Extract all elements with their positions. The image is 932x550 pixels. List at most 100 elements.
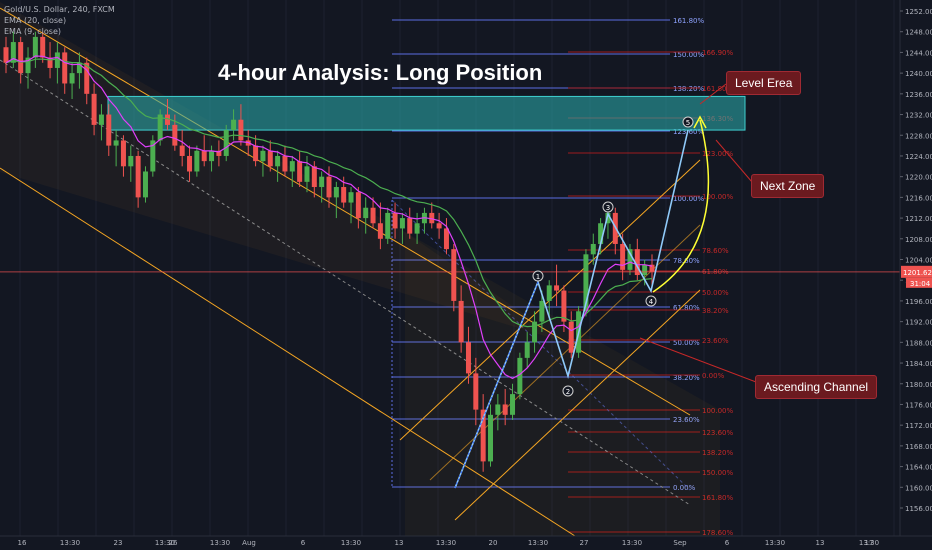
candle-body xyxy=(18,42,24,74)
candle-body xyxy=(76,62,82,74)
fib-ext-label: 178.60% xyxy=(702,529,733,537)
y-tick-label: 1208.00 xyxy=(905,236,932,244)
fib-level-label: 123.60% xyxy=(673,128,704,136)
candle-body xyxy=(561,290,567,322)
candle-body xyxy=(120,140,126,167)
candle-body xyxy=(311,166,317,188)
ema20-line xyxy=(5,58,653,328)
price-tag-label: 1201.62 xyxy=(903,269,932,277)
candle-body xyxy=(341,187,347,203)
candle-body xyxy=(480,409,486,462)
y-tick-label: 1180.00 xyxy=(905,381,932,389)
x-tick-label: 13:30 xyxy=(341,539,361,547)
y-tick-label: 1188.00 xyxy=(905,339,932,347)
fib-ext-label: 100.00% xyxy=(702,193,733,201)
chart-legend: Gold/U.S. Dollar, 240, FXCM EMA (20, clo… xyxy=(4,4,115,37)
y-tick-label: 1160.00 xyxy=(905,484,932,492)
wave-marker xyxy=(562,385,574,397)
fib-ext-label: 166.90% xyxy=(702,49,733,57)
lower-channel-fill xyxy=(405,232,720,540)
descending-channel-fill xyxy=(0,2,565,342)
candle-body xyxy=(32,36,38,58)
candle-body xyxy=(297,161,303,182)
candle-body xyxy=(407,218,413,234)
fib-level-label: 161.80% xyxy=(673,17,704,25)
candle-body xyxy=(319,176,325,188)
leader-asc-channel xyxy=(639,337,757,383)
fib-level-label: 61.80% xyxy=(673,304,700,312)
candle-body xyxy=(69,73,75,84)
wave-label: 4 xyxy=(649,298,654,306)
candle-body xyxy=(627,249,633,270)
candle-body xyxy=(634,249,640,276)
candle-body xyxy=(554,285,560,291)
countdown-label: 31:04 xyxy=(910,280,931,288)
fib-ext-label: 161.80% xyxy=(702,494,733,502)
candle-body xyxy=(348,192,354,203)
candle-body xyxy=(172,124,178,146)
candle-body xyxy=(363,207,369,219)
y-tick-label: 1240.00 xyxy=(905,70,932,78)
wave-label: 5 xyxy=(686,119,690,127)
candle-body xyxy=(179,145,185,156)
x-tick-label: Sep xyxy=(673,539,687,547)
candle-body xyxy=(539,300,545,322)
candle-body xyxy=(458,300,464,343)
fib-ext-label: 50.00% xyxy=(702,289,729,297)
candle-body xyxy=(399,218,405,229)
fib-level-label: 78.60% xyxy=(673,257,700,265)
fib-level-label: 0.00% xyxy=(673,484,696,492)
candle-body xyxy=(3,47,9,63)
candlesticks xyxy=(3,31,655,472)
candle-body xyxy=(333,187,339,198)
y-tick-label: 1216.00 xyxy=(905,194,932,202)
x-tick-label: 6 xyxy=(725,539,730,547)
candle-body xyxy=(62,52,68,84)
y-tick-label: 1156.00 xyxy=(905,505,932,513)
fib-level-label: 50.00% xyxy=(673,339,700,347)
fib-level-label: 100.00% xyxy=(673,195,704,203)
x-tick-label: 26 xyxy=(169,539,178,547)
candle-body xyxy=(91,93,97,125)
elliott-waves: 1 2 3 4 5 xyxy=(454,83,757,489)
time-axis-bg xyxy=(0,536,932,550)
y-tick-label: 1192.00 xyxy=(905,319,932,327)
projection-arc xyxy=(652,119,710,293)
callout-next-zone[interactable]: Next Zone xyxy=(751,174,825,198)
candle-body xyxy=(10,42,16,63)
y-tick-label: 1196.00 xyxy=(905,298,932,306)
candle-body xyxy=(304,166,310,182)
callout-ascending-channel[interactable]: Ascending Channel xyxy=(755,375,878,399)
candle-body xyxy=(135,155,141,198)
candle-body xyxy=(355,192,361,219)
candle-body xyxy=(165,114,170,125)
y-tick-label: 1252.00 xyxy=(905,8,932,16)
fib-ext-label: 123.60% xyxy=(702,429,733,437)
countdown-tag xyxy=(906,277,932,288)
level-area-zone xyxy=(107,95,746,131)
candle-body xyxy=(275,155,281,167)
candle-body xyxy=(502,404,508,415)
y-tick-label: 1164.00 xyxy=(905,464,932,472)
ema20-label: EMA (20, close) xyxy=(4,16,67,25)
y-tick-label: 1176.00 xyxy=(905,401,932,409)
level-area-rect xyxy=(107,95,746,131)
ema9-label: EMA (9, close) xyxy=(4,27,61,36)
candle-body xyxy=(495,404,501,415)
candle-body xyxy=(282,155,288,172)
x-tick-label: 13:30 xyxy=(210,539,230,547)
candle-body xyxy=(488,414,493,462)
price-tag xyxy=(901,265,932,278)
channel-lower-line xyxy=(0,167,576,537)
fib-ext-label: 138.20% xyxy=(702,449,733,457)
candle-body xyxy=(590,243,596,255)
candle-body xyxy=(54,52,60,68)
projection-arrow xyxy=(693,115,707,129)
candle-body xyxy=(605,212,611,224)
callout-level-area[interactable]: Level Erea xyxy=(726,71,802,95)
candle-body xyxy=(216,150,222,156)
x-tick-label: 13:30 xyxy=(60,539,80,547)
candle-body xyxy=(392,212,398,229)
fib-ext-label: 123.00% xyxy=(702,150,733,158)
candle-body xyxy=(150,140,156,172)
